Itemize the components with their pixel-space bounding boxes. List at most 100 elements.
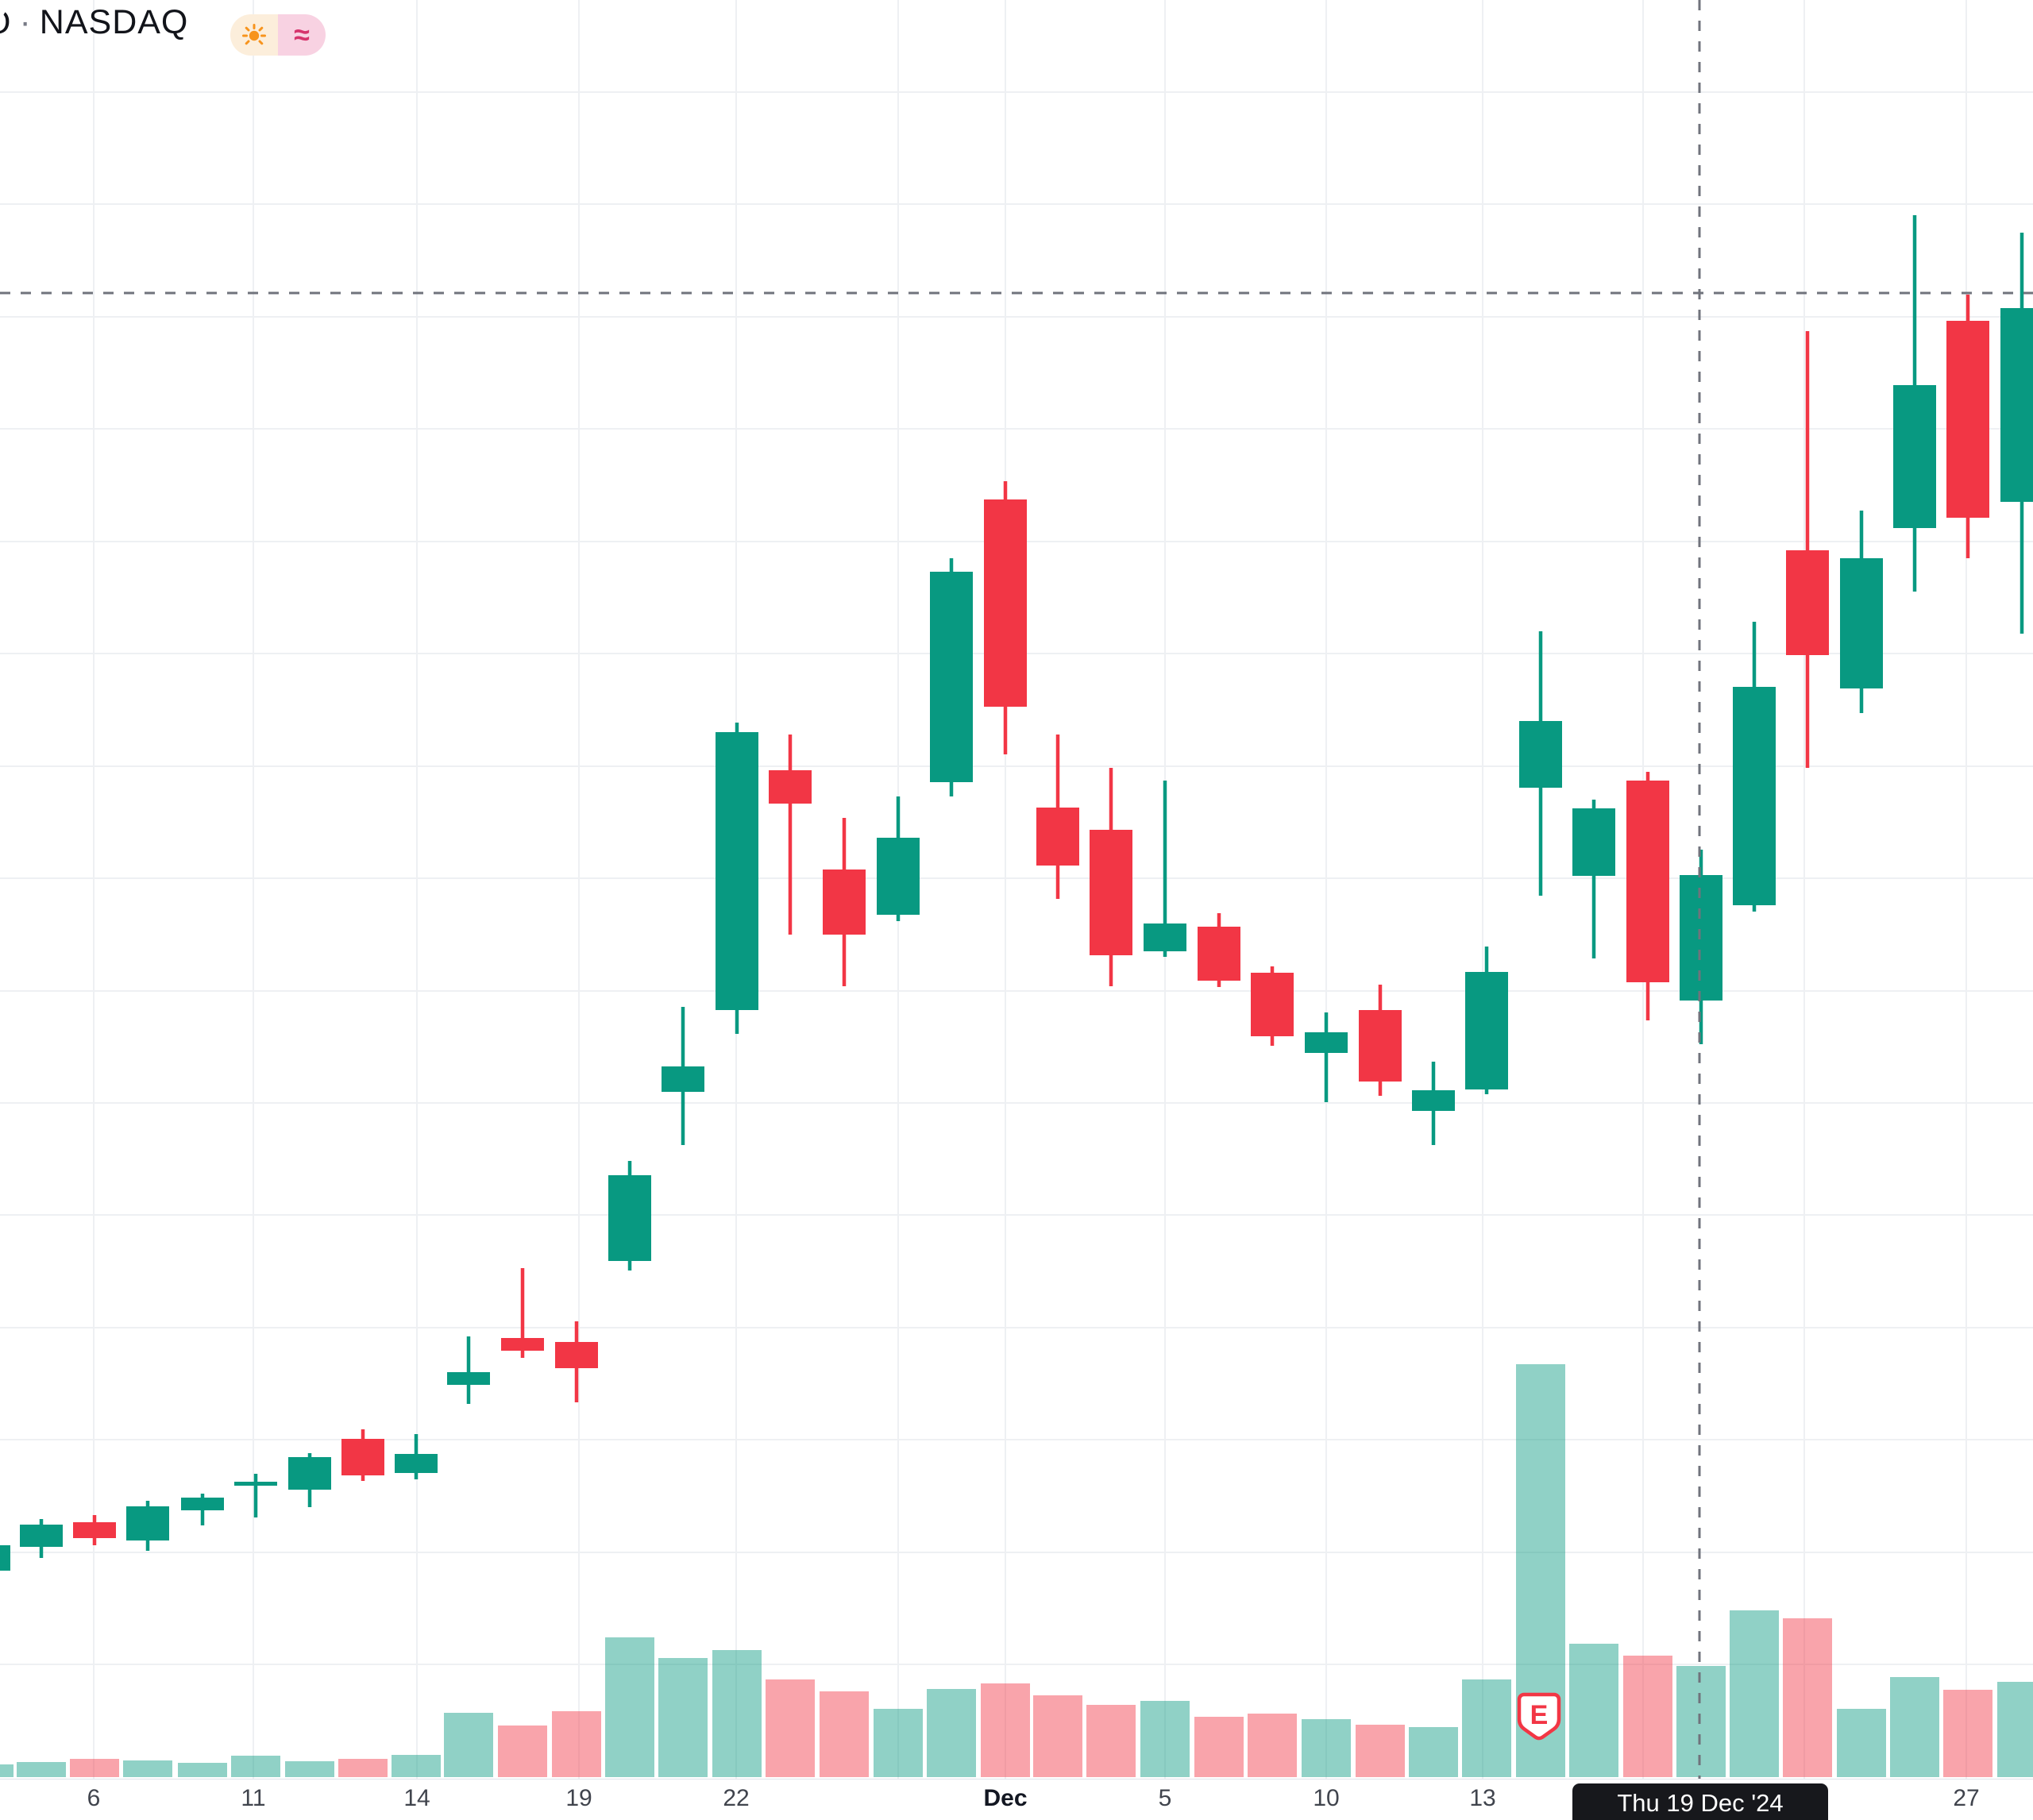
- candle[interactable]: [608, 1161, 651, 1271]
- candle[interactable]: [181, 1494, 224, 1525]
- volume-bar[interactable]: [1409, 1727, 1458, 1777]
- candle[interactable]: [1840, 511, 1883, 713]
- volume-bar[interactable]: [981, 1683, 1030, 1777]
- volume-bar[interactable]: [1943, 1690, 1992, 1777]
- candle[interactable]: [555, 1321, 598, 1402]
- candle-body: [1465, 972, 1508, 1089]
- volume-bar[interactable]: [605, 1637, 654, 1777]
- candle-body: [1680, 875, 1722, 1001]
- candle-body: [1251, 973, 1294, 1036]
- volume-bar[interactable]: [392, 1755, 441, 1777]
- volume-bar[interactable]: [712, 1650, 762, 1777]
- volume-bar[interactable]: [70, 1759, 119, 1777]
- candle[interactable]: [1359, 985, 1402, 1096]
- volume-bar[interactable]: [1837, 1709, 1886, 1777]
- volume-bar[interactable]: [498, 1726, 547, 1777]
- candle[interactable]: [984, 481, 1027, 754]
- volume-bar[interactable]: [874, 1709, 923, 1777]
- volume-bar[interactable]: [1569, 1644, 1618, 1777]
- volume-bar[interactable]: [285, 1761, 334, 1777]
- candle[interactable]: [501, 1268, 544, 1358]
- volume-bar[interactable]: [552, 1711, 601, 1777]
- candle[interactable]: [1036, 735, 1079, 899]
- volume-bar[interactable]: [1783, 1618, 1832, 1777]
- candle[interactable]: [1946, 295, 1989, 558]
- candle-body: [501, 1338, 544, 1351]
- candle[interactable]: [1305, 1012, 1348, 1102]
- candle[interactable]: [662, 1007, 704, 1145]
- candle[interactable]: [1893, 215, 1936, 592]
- candle-body: [555, 1342, 598, 1368]
- volume-bar[interactable]: [123, 1760, 172, 1777]
- waves-badge[interactable]: ≈: [278, 14, 326, 56]
- candle[interactable]: [1090, 768, 1132, 986]
- volume-bar[interactable]: [766, 1679, 815, 1777]
- candle-body: [126, 1506, 169, 1540]
- volume-bar[interactable]: [1890, 1677, 1939, 1777]
- sun-badge[interactable]: [230, 14, 278, 56]
- volume-bar[interactable]: [231, 1756, 280, 1777]
- volume-bar[interactable]: [1997, 1682, 2033, 1777]
- earnings-badge[interactable]: E: [1517, 1692, 1561, 1741]
- candle[interactable]: [447, 1336, 490, 1404]
- volume-bar[interactable]: [338, 1759, 388, 1777]
- candle[interactable]: [1412, 1062, 1455, 1145]
- candle[interactable]: [1626, 772, 1669, 1020]
- volume-bar[interactable]: [927, 1689, 976, 1777]
- chart-status-badges[interactable]: ≈: [230, 14, 326, 56]
- volume-bar[interactable]: [444, 1713, 493, 1777]
- volume-bar[interactable]: [658, 1658, 708, 1777]
- candle-body: [395, 1454, 438, 1473]
- candle-body: [930, 572, 973, 782]
- candle[interactable]: [2000, 233, 2033, 634]
- volume-bar[interactable]: [1033, 1695, 1082, 1777]
- candle[interactable]: [1786, 331, 1829, 768]
- candle[interactable]: [395, 1434, 438, 1479]
- volume-bar[interactable]: [1194, 1717, 1244, 1777]
- candle[interactable]: [1733, 622, 1776, 912]
- candle[interactable]: [1572, 800, 1615, 958]
- volume-bar[interactable]: [0, 1764, 14, 1777]
- candle[interactable]: [823, 818, 866, 986]
- volume-bar[interactable]: [1730, 1610, 1779, 1777]
- volume-bar[interactable]: [1248, 1714, 1297, 1777]
- candle-body: [234, 1482, 277, 1486]
- time-axis-label: 13: [1469, 1785, 1496, 1811]
- volume-bar[interactable]: [1623, 1656, 1672, 1777]
- candle[interactable]: [1198, 913, 1240, 987]
- candle[interactable]: [1251, 966, 1294, 1046]
- candle[interactable]: [73, 1515, 116, 1545]
- ticker-partial: O: [0, 3, 11, 41]
- candle[interactable]: [234, 1474, 277, 1517]
- volume-bar[interactable]: [1356, 1725, 1405, 1777]
- volume-bar[interactable]: [17, 1762, 66, 1777]
- candle-body: [20, 1525, 63, 1547]
- symbol-header: O·NASDAQ: [0, 3, 188, 42]
- volume-bar[interactable]: [820, 1691, 869, 1777]
- candle[interactable]: [1519, 631, 1562, 896]
- candle[interactable]: [0, 1542, 10, 1575]
- volume-bar[interactable]: [1302, 1719, 1351, 1777]
- candle[interactable]: [126, 1501, 169, 1551]
- volume-bar[interactable]: [1140, 1701, 1190, 1777]
- candle[interactable]: [877, 796, 920, 921]
- candle[interactable]: [288, 1453, 331, 1507]
- candle-body: [1893, 385, 1936, 528]
- volume-bar[interactable]: [1462, 1679, 1511, 1777]
- candle[interactable]: [1465, 947, 1508, 1094]
- candle[interactable]: [769, 735, 812, 935]
- candle[interactable]: [716, 723, 758, 1034]
- candle[interactable]: [1680, 850, 1722, 1044]
- volume-bar[interactable]: [1676, 1666, 1726, 1777]
- candle-body: [1733, 687, 1776, 905]
- sun-icon: [242, 24, 266, 45]
- candle[interactable]: [341, 1429, 384, 1481]
- volume-bar[interactable]: [1086, 1705, 1136, 1777]
- candle[interactable]: [1144, 781, 1186, 957]
- candle-body: [1305, 1032, 1348, 1053]
- candle[interactable]: [20, 1519, 63, 1558]
- candle-body: [1519, 721, 1562, 788]
- candle[interactable]: [930, 558, 973, 796]
- volume-bar[interactable]: [178, 1763, 227, 1777]
